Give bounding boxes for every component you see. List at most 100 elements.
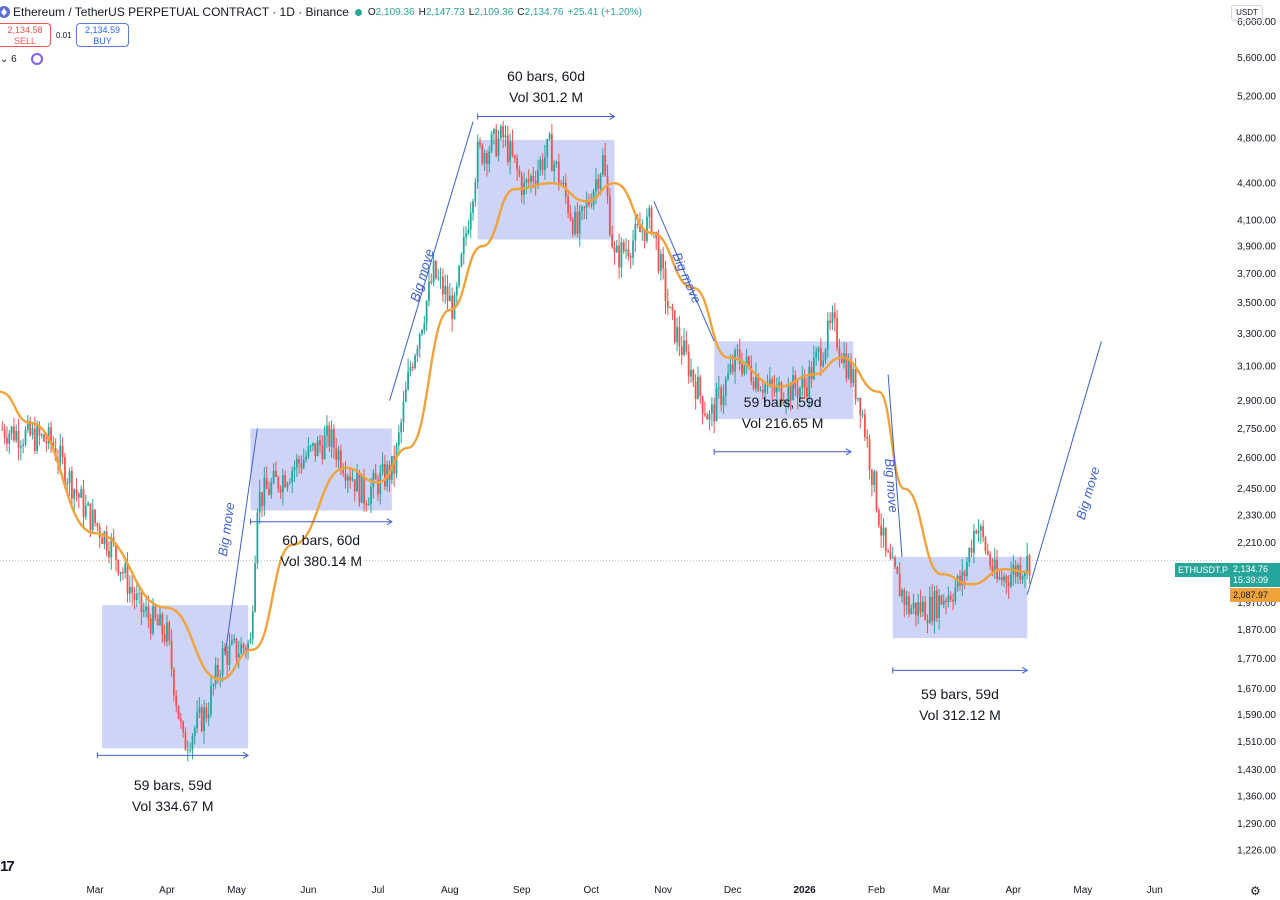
y-tick-6: 3,900.00	[1237, 242, 1276, 253]
candle-239	[553, 163, 556, 172]
candle-200	[462, 237, 465, 255]
candle-26	[59, 445, 62, 463]
candle-59	[135, 593, 138, 601]
candle-408	[945, 600, 947, 603]
y-tick-18: 1,970.00	[1237, 598, 1276, 609]
candle-260	[601, 155, 604, 175]
x-tick-4: Jul	[372, 885, 385, 896]
candle-111	[256, 512, 259, 564]
currency-selector[interactable]: USDT	[1231, 5, 1263, 21]
y-tick-9: 3,300.00	[1237, 329, 1276, 340]
candle-254	[588, 200, 590, 205]
indicators-toggle[interactable]: ⌄ 6	[0, 53, 17, 65]
symbol-title[interactable]: Ethereum / TetherUS PERPETUAL CONTRACT ·…	[13, 5, 349, 19]
candle-404	[935, 590, 938, 619]
candle-144	[333, 429, 335, 449]
candle-345	[799, 387, 801, 398]
candle-35	[80, 489, 83, 498]
candle-212	[490, 133, 493, 152]
candle-33	[75, 489, 78, 494]
market-status-icon	[354, 8, 362, 16]
candle-80	[184, 732, 187, 751]
candle-257	[595, 179, 597, 192]
ma-line	[0, 181, 1030, 681]
candle-366	[847, 361, 850, 379]
candle-71	[163, 634, 166, 642]
candle-425	[984, 537, 987, 551]
sync-icon[interactable]	[30, 53, 43, 65]
candle-155	[358, 472, 361, 503]
candle-74	[170, 640, 173, 670]
indicator-count: 6	[11, 53, 17, 65]
candle-37	[84, 505, 87, 517]
candle-28	[64, 457, 66, 485]
candle-227	[525, 179, 528, 183]
candle-337	[780, 382, 783, 404]
candle-57	[131, 586, 134, 594]
candle-172	[397, 432, 400, 446]
candle-175	[404, 389, 407, 402]
candle-275	[636, 223, 639, 226]
range-label-volume-5: Vol 312.12 M	[919, 707, 1001, 724]
candle-391	[905, 596, 908, 605]
candle-21	[47, 427, 50, 444]
trend-lines	[224, 121, 1102, 656]
zone-1	[102, 605, 249, 749]
candle-107	[247, 642, 250, 652]
ohlc-values: O2,109.36 H2,147.73 L2,109.36 C2,134.76 …	[367, 6, 642, 18]
candle-307	[710, 404, 713, 414]
range-label-3: 60 bars, 60d Vol 301.2 M	[486, 66, 606, 108]
candle-120	[277, 476, 280, 489]
candle-139	[321, 445, 324, 459]
candle-300	[694, 381, 697, 399]
candle-324	[750, 366, 753, 382]
candle-325	[752, 381, 755, 389]
range-measure-arrow-3	[609, 113, 616, 120]
candle-314	[727, 373, 729, 380]
candle-247	[571, 219, 574, 234]
y-tick-14: 2,450.00	[1237, 484, 1276, 495]
candle-309	[715, 388, 718, 422]
y-tick-1: 5,600.00	[1237, 53, 1276, 64]
candle-342	[792, 375, 794, 401]
y-tick-24: 1,430.00	[1237, 765, 1276, 776]
candle-217	[502, 126, 505, 138]
candle-236	[546, 139, 549, 158]
candle-232	[537, 170, 539, 184]
candle-431	[998, 577, 1001, 580]
candle-259	[599, 174, 602, 189]
candle-372	[861, 414, 864, 416]
candle-50	[115, 543, 117, 560]
range-measure-arrow-5	[1021, 666, 1029, 674]
candle-224	[518, 169, 521, 176]
candle-204	[472, 201, 474, 213]
candle-87	[200, 707, 203, 731]
tradingview-logo[interactable]: 17	[0, 858, 15, 875]
candle-407	[942, 600, 945, 605]
x-tick-7: Oct	[584, 885, 600, 896]
candle-320	[741, 364, 743, 374]
candle-305	[706, 415, 709, 420]
range-label-bars-4: 59 bars, 59d	[743, 393, 822, 410]
buy-button[interactable]: 2,134.59 BUY	[76, 23, 129, 47]
x-tick-10: 2026	[793, 885, 816, 896]
candle-114	[263, 477, 266, 506]
candle-29	[66, 482, 69, 485]
candle-329	[761, 390, 764, 393]
candle-304	[704, 413, 706, 416]
candle-208	[481, 144, 484, 164]
range-label-bars-1: 59 bars, 59d	[133, 777, 212, 794]
candle-47	[108, 551, 110, 558]
candle-301	[697, 376, 699, 399]
candle-383	[887, 550, 889, 553]
sell-button[interactable]: 2,134.58 SELL	[0, 23, 51, 47]
candle-427	[989, 554, 992, 566]
candle-420	[972, 531, 975, 553]
candle-48	[110, 537, 113, 558]
gear-icon[interactable]: ⚙	[1250, 884, 1261, 898]
candle-231	[534, 180, 537, 184]
y-tick-27: 1,226.00	[1237, 846, 1276, 857]
candle-220	[509, 141, 512, 162]
candle-341	[789, 384, 792, 401]
